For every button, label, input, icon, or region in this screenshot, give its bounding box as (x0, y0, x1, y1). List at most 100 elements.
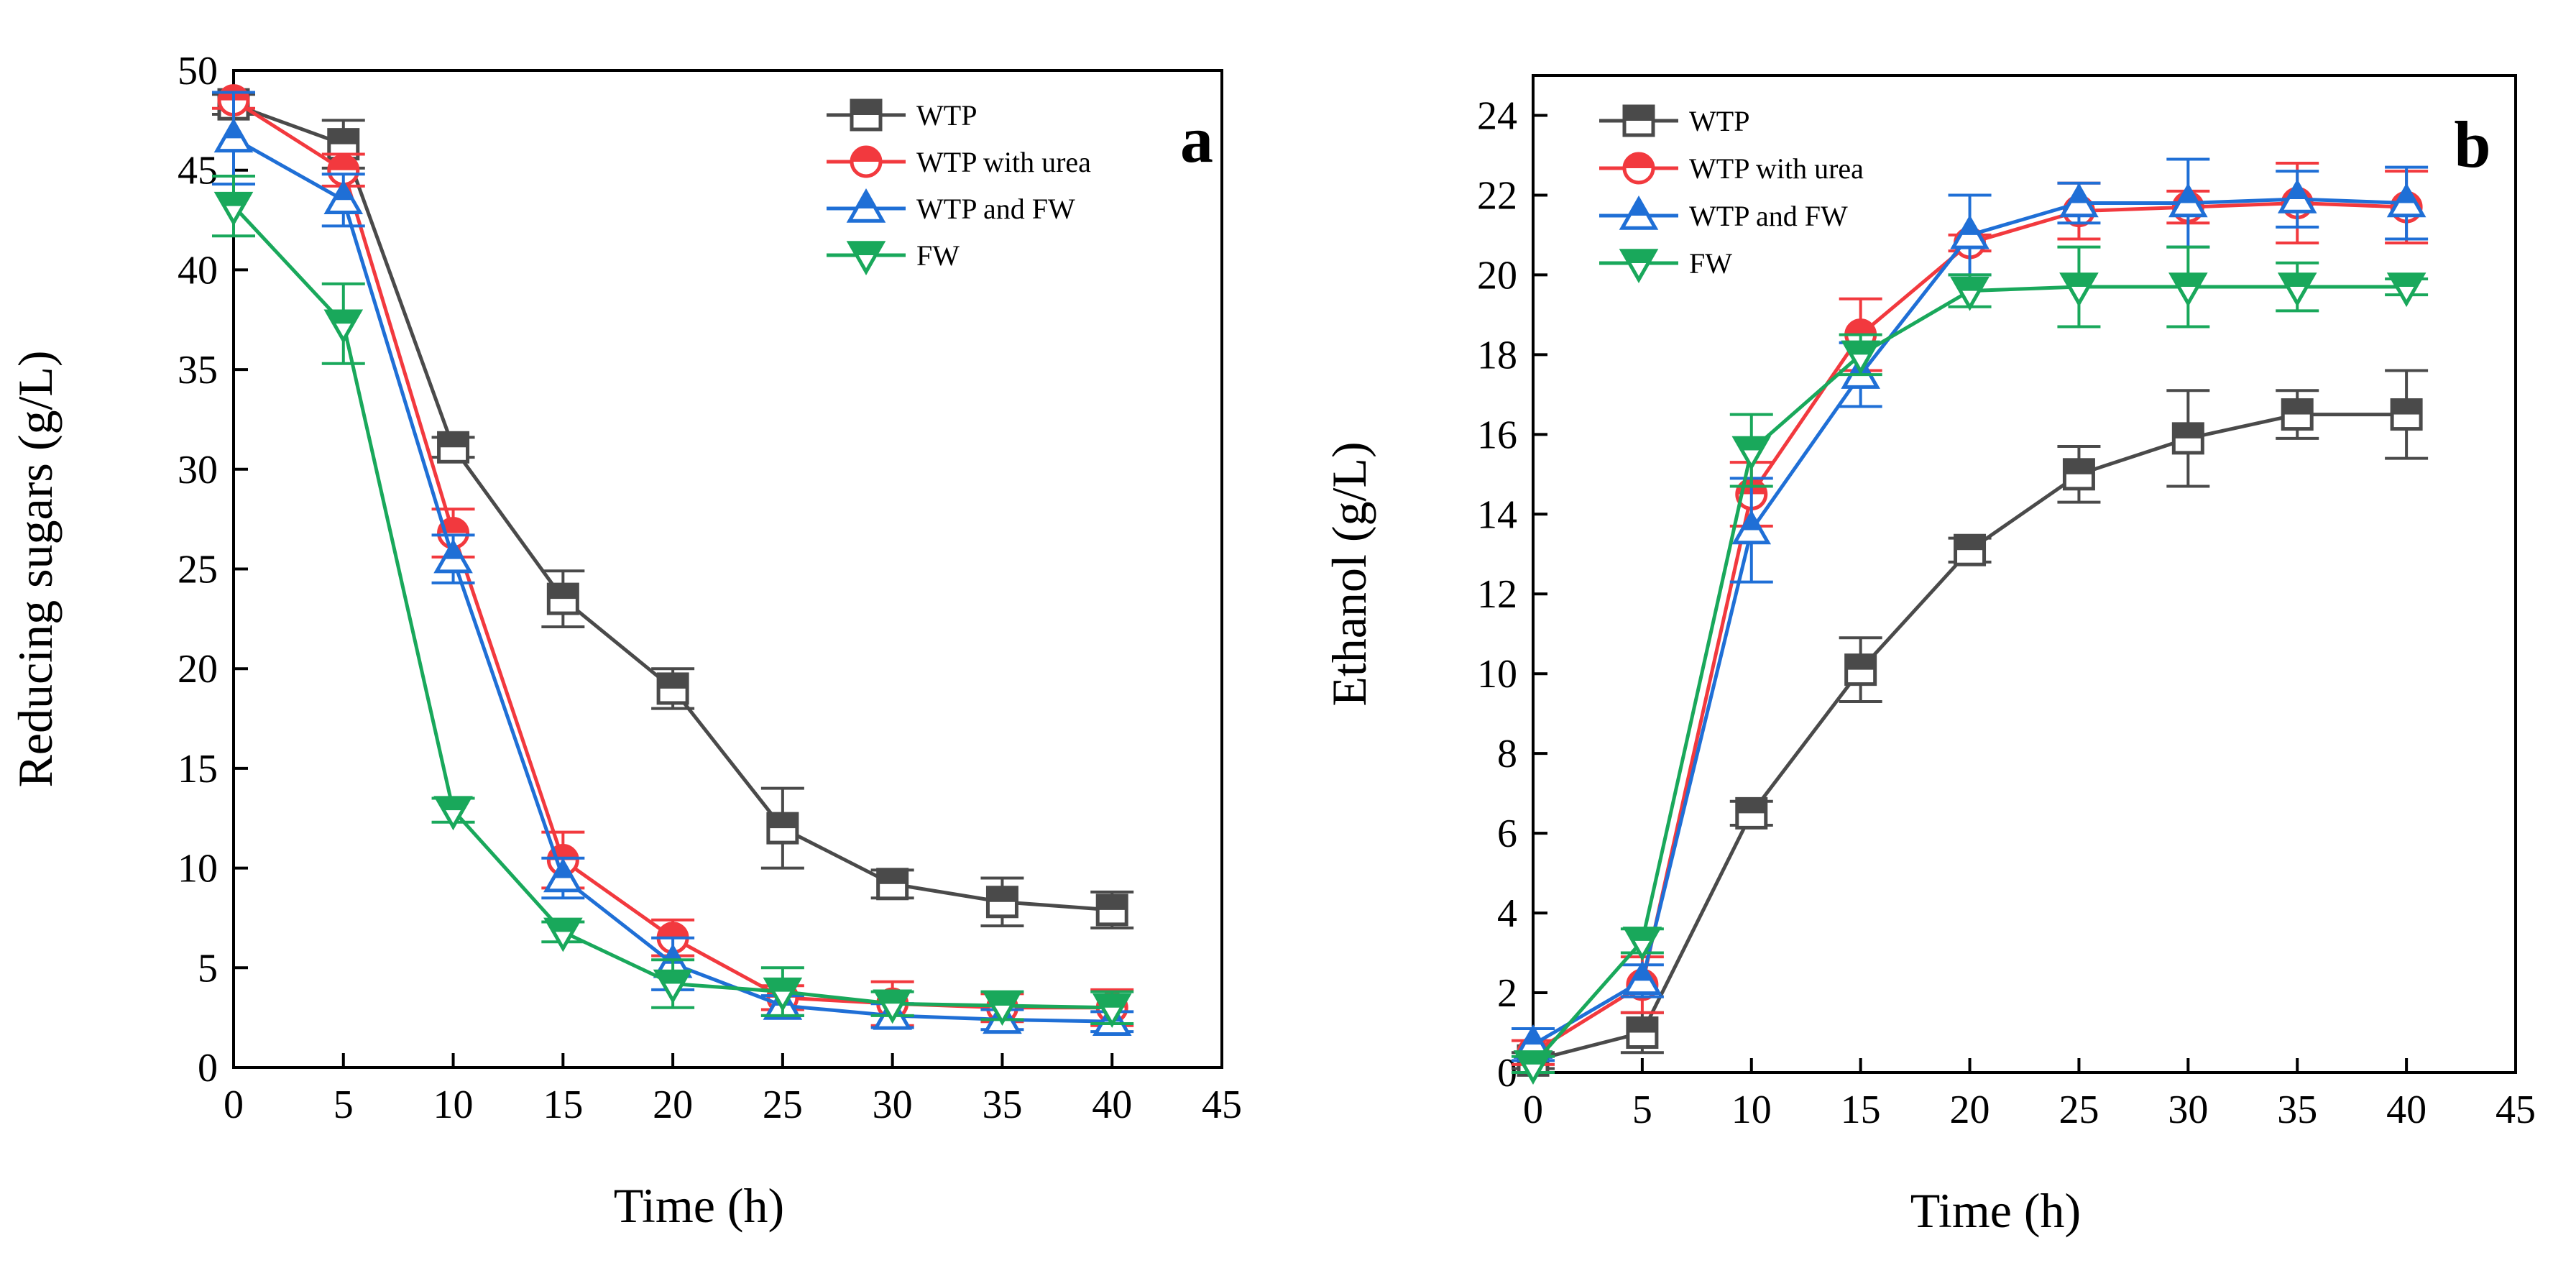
plot-frame (1532, 74, 2517, 1074)
x-tick-label: 35 (982, 1083, 1022, 1127)
y-tick-label: 10 (1477, 652, 1517, 697)
data-point (983, 991, 1022, 1027)
data-point (543, 917, 583, 952)
data-point (1095, 894, 1128, 927)
series-wtp (1512, 369, 2429, 1077)
legend-entry: WTP and FW (1599, 195, 1848, 232)
series-fw (1512, 245, 2429, 1085)
y-tick-label: 0 (198, 1046, 218, 1090)
x-tick-label: 20 (1950, 1088, 1990, 1132)
series-line (232, 98, 1113, 1010)
y-axis-title: Reducing sugars (g/L) (8, 350, 63, 787)
x-tick-label: 15 (1841, 1088, 1881, 1132)
y-tick-label: 30 (178, 448, 218, 492)
y-tick-label: 20 (1477, 253, 1517, 298)
y-tick-label: 6 (1497, 812, 1517, 856)
y-tick-label: 14 (1477, 492, 1517, 537)
data-point (2168, 272, 2208, 308)
data-point (2390, 398, 2423, 431)
x-axis-title: Time (h) (614, 1178, 784, 1233)
data-point (1622, 927, 1662, 961)
panel-letter: a (1180, 103, 1213, 176)
y-tick-label: 40 (178, 248, 218, 293)
panel-a-reducing-sugars-chart: 0 5 10 15 20 25 30 35 40 45 0 5 10 15 20 25 30 35 40 45 50 Ti… (8, 49, 1242, 1233)
data-point (1950, 276, 1990, 311)
legend-entry: FW (827, 239, 960, 276)
y-tick-label: 15 (178, 747, 218, 791)
data-point (2281, 398, 2314, 431)
panel-letter: b (2454, 108, 2490, 181)
legend: WTP WTP with urea WTP and FW FW (827, 98, 1091, 276)
series-line (1532, 197, 2407, 1047)
y-axis-title: Ethanol (g/L) (1322, 441, 1376, 706)
x-tick-label: 35 (2277, 1088, 2317, 1132)
x-tick-label: 30 (2168, 1088, 2208, 1132)
legend-label: WTP (1689, 105, 1749, 137)
y-tick-label: 24 (1477, 93, 1517, 138)
legend-entry: WTP and FW (827, 188, 1075, 225)
data-point (213, 191, 254, 226)
data-point (433, 796, 473, 831)
data-point (323, 180, 364, 215)
legend-label: FW (916, 239, 960, 272)
legend-entry: WTP with urea (827, 145, 1091, 178)
data-point (2168, 183, 2208, 218)
x-tick-label: 45 (2496, 1088, 2536, 1132)
data-point (2062, 458, 2095, 491)
data-point (1731, 436, 1772, 471)
y-tick-label: 22 (1477, 173, 1517, 218)
data-point (213, 118, 254, 153)
x-tick-label: 40 (2386, 1088, 2426, 1132)
x-tick-label: 0 (224, 1083, 244, 1127)
x-tick-label: 10 (433, 1083, 474, 1127)
x-tick-label: 45 (1202, 1083, 1242, 1127)
legend-label: WTP with urea (916, 146, 1091, 178)
data-point (1731, 510, 1772, 545)
y-tick-label: 10 (178, 847, 218, 891)
data-point (656, 672, 689, 705)
legend-marker (1622, 152, 1655, 185)
data-point (437, 431, 470, 464)
legend-label: WTP and FW (916, 193, 1075, 225)
x-tick-label: 30 (873, 1083, 913, 1127)
x-tick-label: 5 (334, 1083, 354, 1127)
data-point (1844, 653, 1877, 686)
legend-entry: WTP (827, 98, 977, 132)
y-tick-label: 45 (178, 149, 218, 193)
y-tick-label: 4 (1497, 891, 1517, 936)
data-point (1092, 993, 1132, 1028)
data-point (433, 538, 473, 574)
data-point (1735, 796, 1768, 830)
data-point (873, 989, 912, 1024)
data-point (876, 868, 909, 901)
series-line (233, 102, 1113, 912)
data-point (327, 154, 360, 187)
legend-label: WTP (916, 99, 977, 132)
data-point (653, 969, 693, 1004)
y-tick-label: 35 (178, 348, 218, 392)
series-line (1532, 285, 2407, 1066)
data-point (985, 886, 1018, 919)
data-point (1841, 340, 1880, 375)
x-tick-label: 40 (1092, 1083, 1132, 1127)
data-point (2059, 272, 2099, 308)
legend-marker (850, 145, 883, 178)
x-tick-label: 5 (1632, 1088, 1652, 1132)
legend-marker (1619, 249, 1659, 284)
series-line (232, 137, 1113, 1024)
data-point (1950, 214, 1990, 249)
legend-label: WTP and FW (1689, 200, 1848, 232)
x-tick-label: 25 (2058, 1088, 2099, 1132)
legend-entry: WTP (1599, 104, 1749, 137)
data-point (2277, 178, 2317, 213)
series-fw (212, 175, 1134, 1028)
x-tick-label: 20 (653, 1083, 693, 1127)
legend: WTP WTP with urea WTP and FW FW (1599, 104, 1864, 284)
x-tick-label: 15 (543, 1083, 583, 1127)
legend-entry: WTP with urea (1599, 152, 1864, 185)
data-point (1954, 533, 1987, 566)
data-point (2059, 183, 2099, 218)
y-tick-label: 12 (1477, 572, 1517, 617)
data-point (1513, 1050, 1553, 1085)
